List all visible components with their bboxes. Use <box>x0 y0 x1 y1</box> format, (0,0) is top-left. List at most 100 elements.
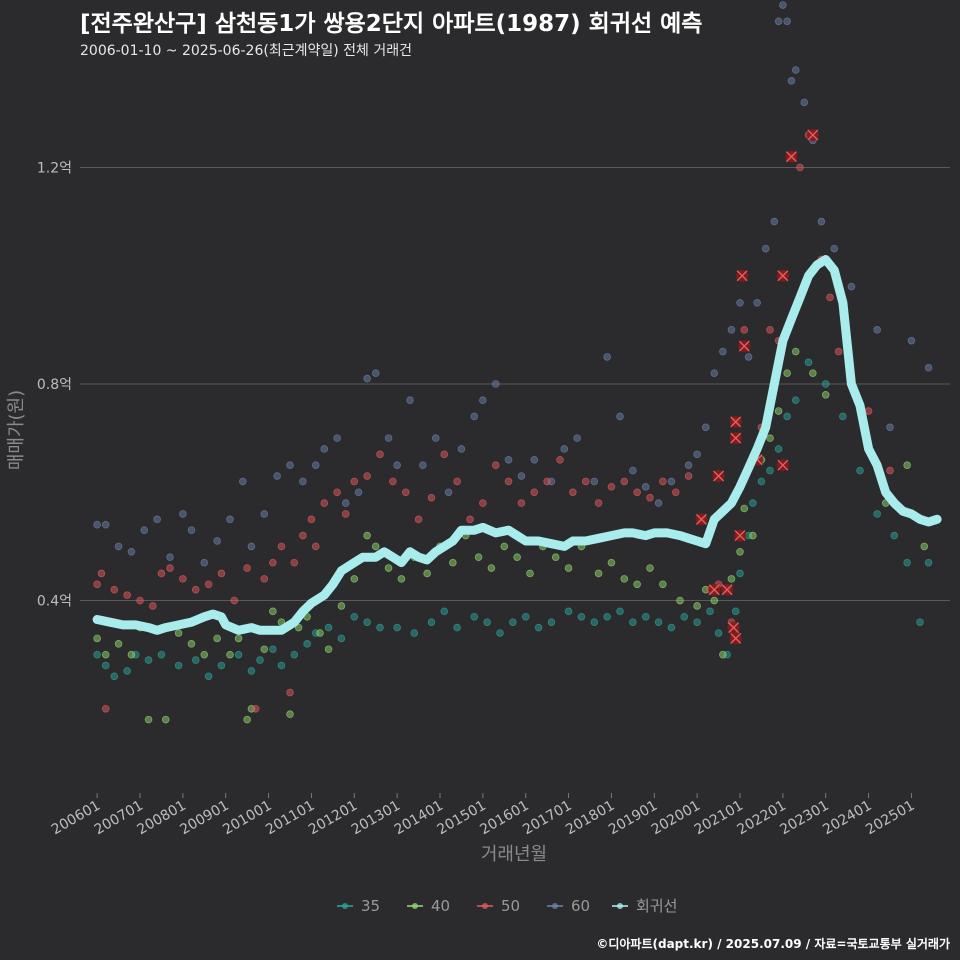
data-point-50 <box>307 515 316 524</box>
data-point-40 <box>474 553 483 562</box>
data-point-35 <box>903 558 911 567</box>
data-point-60 <box>140 526 149 534</box>
highlight-marker <box>712 470 725 483</box>
data-point-40 <box>487 564 496 572</box>
data-point-60 <box>779 1 787 9</box>
data-point-50 <box>350 477 359 486</box>
data-point-50 <box>766 326 774 334</box>
data-point-35 <box>821 380 830 388</box>
data-point-60 <box>629 466 637 475</box>
data-point-50 <box>269 558 277 567</box>
data-point-50 <box>110 585 119 594</box>
data-point-60 <box>590 477 599 486</box>
x-tick-label: 201101 <box>263 798 317 839</box>
highlight-cross <box>713 470 725 482</box>
data-point-50 <box>320 499 329 507</box>
y-tick-label: 0.8억 <box>37 377 72 393</box>
data-point-35 <box>376 623 384 632</box>
legend-marker <box>552 903 558 909</box>
highlight-marker <box>734 529 746 542</box>
data-point-60 <box>667 477 676 486</box>
data-point-60 <box>693 450 701 459</box>
x-tick-label: 201301 <box>349 798 403 839</box>
data-point-40 <box>423 569 431 578</box>
data-point-35 <box>873 510 881 518</box>
data-point-60 <box>179 510 187 518</box>
data-point-35 <box>667 623 676 632</box>
legend-marker <box>342 903 348 909</box>
data-point-50 <box>684 472 693 480</box>
data-point-35 <box>736 569 744 578</box>
data-point-35 <box>256 656 264 664</box>
data-point-60 <box>770 217 779 226</box>
data-point-35 <box>157 650 166 659</box>
data-point-60 <box>101 520 110 529</box>
x-tick-label: 201801 <box>563 798 617 839</box>
data-point-60 <box>213 537 221 545</box>
data-point-60 <box>573 434 581 442</box>
data-point-60 <box>616 412 624 421</box>
data-point-40 <box>903 461 911 469</box>
data-point-35 <box>393 623 401 632</box>
data-point-60 <box>444 488 453 497</box>
data-point-35 <box>269 645 277 654</box>
data-point-40 <box>809 369 817 377</box>
data-point-40 <box>93 634 101 643</box>
highlight-cross <box>777 459 789 471</box>
data-point-50 <box>97 569 106 578</box>
data-point-40 <box>791 347 800 356</box>
data-point-35 <box>440 607 449 616</box>
data-point-40 <box>101 650 110 659</box>
data-point-50 <box>157 569 166 578</box>
data-point-35 <box>839 412 847 421</box>
data-point-60 <box>727 326 736 334</box>
data-point-40 <box>727 575 736 583</box>
legend-label: 40 <box>431 897 450 915</box>
data-point-60 <box>787 77 796 85</box>
data-point-50 <box>466 515 474 524</box>
data-point-60 <box>187 526 196 534</box>
data-point-60 <box>774 17 783 26</box>
data-point-35 <box>603 612 611 621</box>
data-point-60 <box>93 520 101 529</box>
data-point-35 <box>470 612 479 621</box>
data-point-35 <box>749 499 757 507</box>
data-point-40 <box>774 407 783 415</box>
data-point-40 <box>693 602 701 610</box>
data-point-60 <box>153 515 161 524</box>
data-point-35 <box>483 618 491 626</box>
data-point-40 <box>324 645 333 654</box>
data-point-50 <box>530 488 539 497</box>
data-point-40 <box>821 391 830 399</box>
highlight-marker <box>806 128 819 141</box>
data-point-40 <box>513 553 521 562</box>
legend-label: 35 <box>361 897 380 915</box>
data-point-50 <box>646 493 654 502</box>
data-point-60 <box>470 412 479 421</box>
legend-label: 회귀선 <box>636 897 677 915</box>
data-point-40 <box>260 645 269 654</box>
x-axis-ticks: 2006012007012008012009012010012011012012… <box>49 793 917 839</box>
data-point-50 <box>93 580 101 589</box>
highlight-cross <box>730 632 742 644</box>
data-point-40 <box>226 650 234 659</box>
highlighted-points <box>695 128 819 645</box>
data-point-35 <box>277 661 286 670</box>
data-point-50 <box>311 542 320 551</box>
data-point-60 <box>479 396 487 405</box>
data-point-60 <box>504 455 513 464</box>
data-point-35 <box>766 466 774 475</box>
data-point-60 <box>830 244 839 253</box>
data-point-40 <box>607 558 616 567</box>
data-point-35 <box>427 618 436 626</box>
trend-line <box>92 255 942 635</box>
highlight-marker <box>729 415 742 428</box>
data-point-60 <box>341 499 350 507</box>
data-point-60 <box>200 558 209 567</box>
legend-item: 50 <box>477 897 520 915</box>
data-point-40 <box>286 710 294 719</box>
data-point-60 <box>719 347 727 356</box>
y-axis-ticks: 0.4억 0.8억 1.2억 <box>37 160 72 609</box>
data-point-60 <box>457 445 466 453</box>
